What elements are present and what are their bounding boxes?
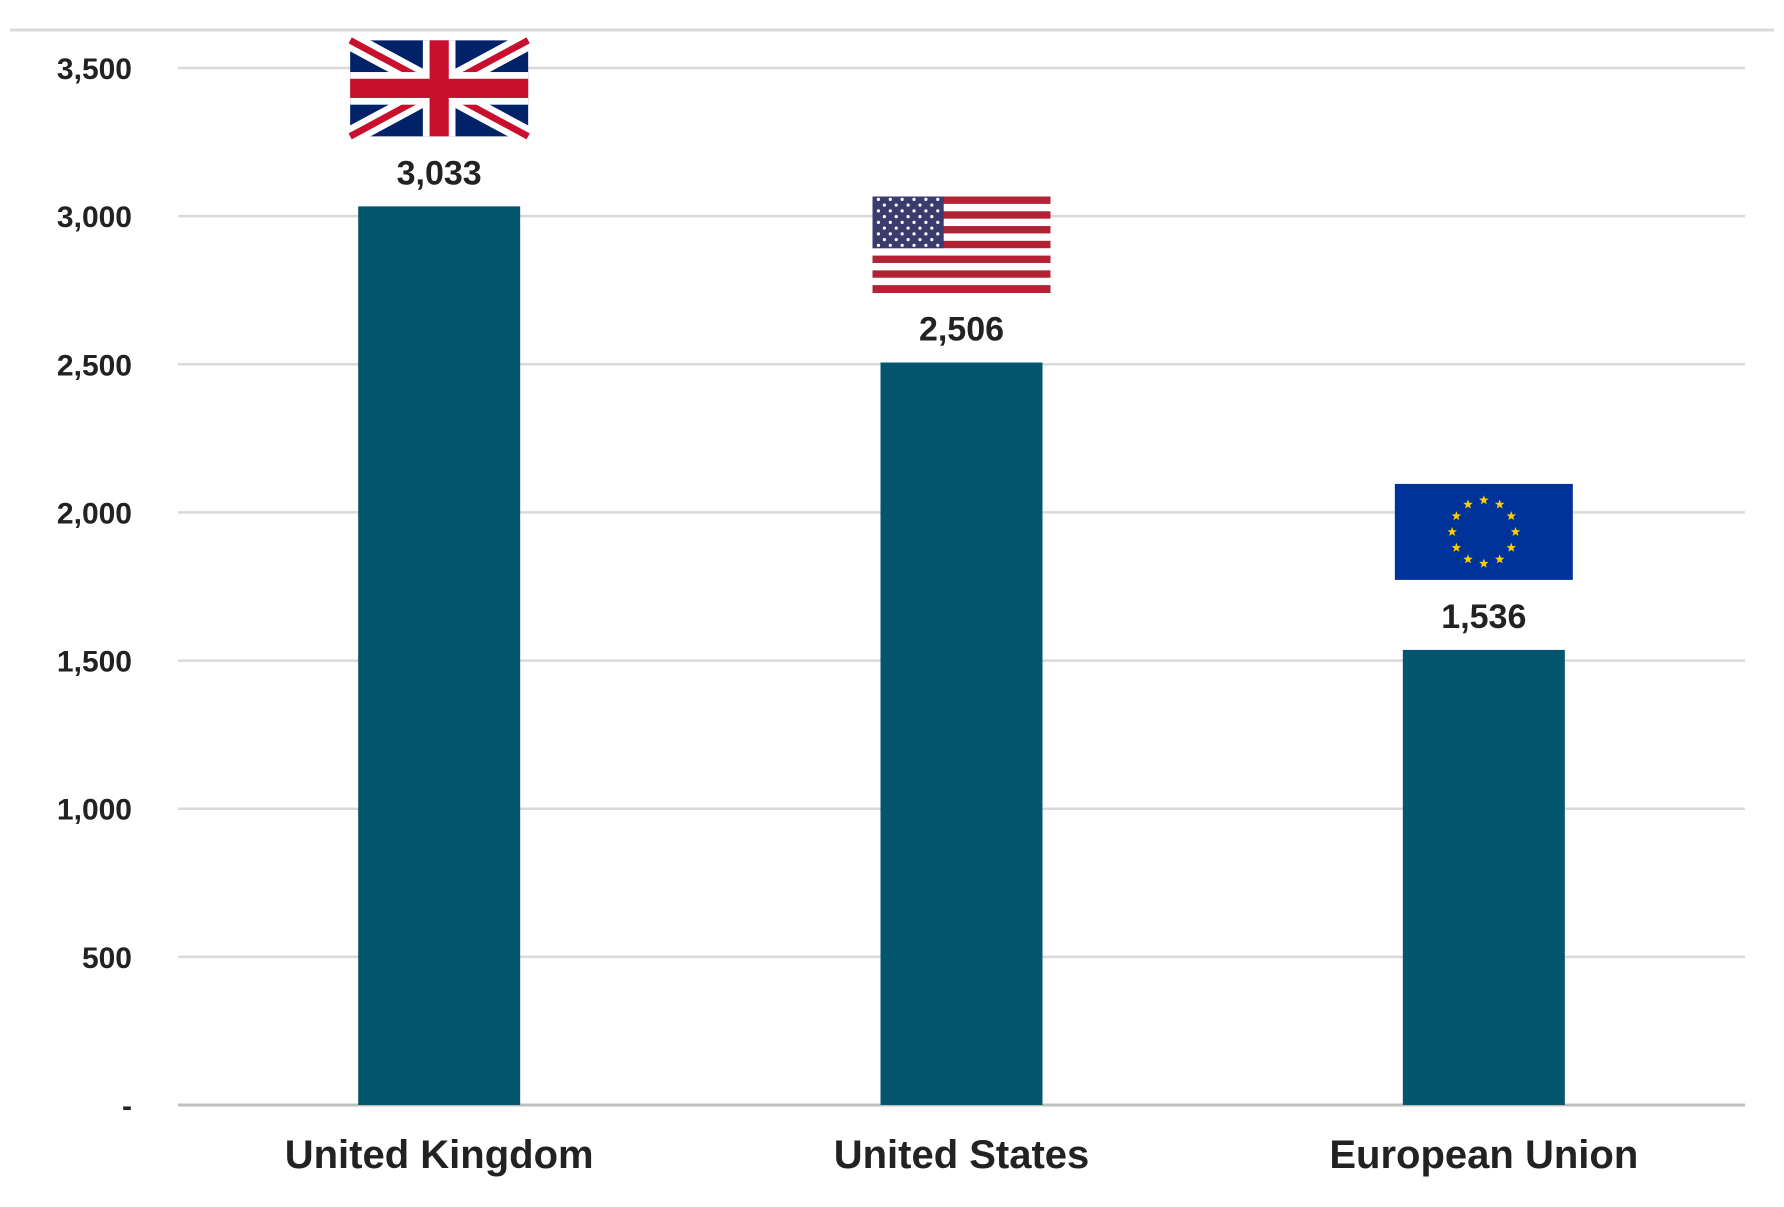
y-tick-label: 1,000 <box>57 794 132 827</box>
y-tick-label: 3,500 <box>57 53 132 86</box>
x-tick-label: United Kingdom <box>285 1133 594 1177</box>
bars <box>358 206 1565 1106</box>
eu-flag-icon <box>1394 483 1573 580</box>
y-tick-label: 1,500 <box>57 646 132 679</box>
y-tick-label: 3,000 <box>57 201 132 234</box>
uk-flag-icon <box>345 31 533 145</box>
data-label: 1,536 <box>1441 598 1526 636</box>
y-axis-tick-labels: - 500 1,000 1,500 2,000 2,500 3,000 3,500 <box>57 53 132 1123</box>
y-tick-label: 2,000 <box>57 497 132 530</box>
y-tick-label: - <box>122 1090 132 1123</box>
y-tick-label: 2,500 <box>57 349 132 382</box>
flags <box>345 31 1573 580</box>
us-flag-icon <box>872 196 1051 294</box>
bar <box>358 206 521 1106</box>
x-axis-tick-labels: United Kingdom United States European Unio… <box>285 1133 1639 1177</box>
bar <box>1402 649 1565 1105</box>
x-tick-label: European Union <box>1329 1133 1638 1177</box>
y-tick-label: 500 <box>82 942 132 975</box>
bar <box>880 362 1043 1105</box>
data-label: 2,506 <box>919 311 1004 349</box>
data-labels: 3,033 2,506 1,536 <box>397 154 1527 636</box>
x-tick-label: United States <box>834 1133 1090 1177</box>
data-label: 3,033 <box>397 154 482 192</box>
